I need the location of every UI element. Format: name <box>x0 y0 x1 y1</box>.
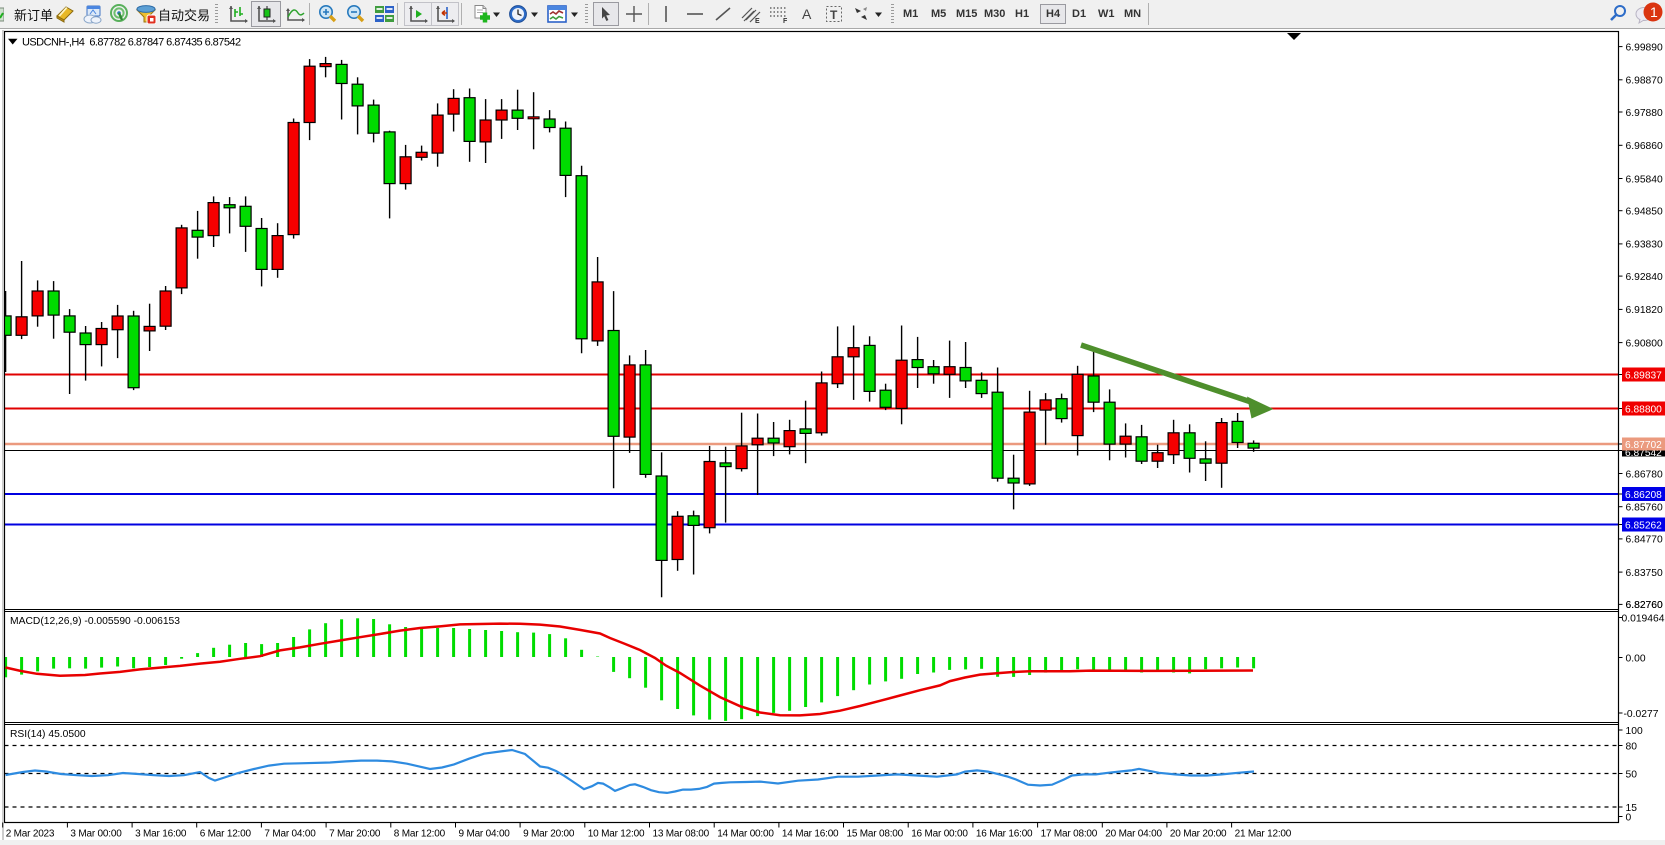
svg-text:7 Mar 20:00: 7 Mar 20:00 <box>329 829 381 840</box>
svg-text:7 Mar 04:00: 7 Mar 04:00 <box>264 829 316 840</box>
svg-text:14 Mar 16:00: 14 Mar 16:00 <box>782 829 839 840</box>
svg-text:MACD(12,26,9) -0.005590 -0.006: MACD(12,26,9) -0.005590 -0.006153 <box>10 616 180 627</box>
svg-text:6.98870: 6.98870 <box>1626 76 1663 87</box>
svg-text:T: T <box>830 8 838 22</box>
svg-text:15: 15 <box>1626 803 1638 814</box>
svg-text:E: E <box>755 18 760 24</box>
svg-text:0: 0 <box>1626 812 1632 823</box>
svg-text:6.92840: 6.92840 <box>1626 272 1663 283</box>
svg-text:21 Mar 12:00: 21 Mar 12:00 <box>1235 829 1292 840</box>
svg-text:6 Mar 12:00: 6 Mar 12:00 <box>200 829 252 840</box>
svg-text:80: 80 <box>1626 741 1638 752</box>
svg-text:A: A <box>802 6 812 22</box>
svg-text:100: 100 <box>1626 726 1643 737</box>
svg-text:14 Mar 00:00: 14 Mar 00:00 <box>717 829 774 840</box>
svg-text:6.91820: 6.91820 <box>1626 305 1663 316</box>
svg-text:6.83750: 6.83750 <box>1626 568 1663 579</box>
svg-text:6.99890: 6.99890 <box>1626 42 1663 53</box>
svg-text:16 Mar 16:00: 16 Mar 16:00 <box>976 829 1033 840</box>
svg-text:6.85262: 6.85262 <box>1625 520 1662 531</box>
svg-text:16 Mar 00:00: 16 Mar 00:00 <box>911 829 968 840</box>
svg-text:6.96860: 6.96860 <box>1626 141 1663 152</box>
svg-text:6.85760: 6.85760 <box>1626 503 1663 514</box>
svg-text:6.87702: 6.87702 <box>1625 440 1662 451</box>
svg-text:2 Mar 2023: 2 Mar 2023 <box>6 829 55 840</box>
svg-text:9 Mar 04:00: 9 Mar 04:00 <box>459 829 511 840</box>
svg-text:6.84770: 6.84770 <box>1626 535 1663 546</box>
svg-text:-0.0277: -0.0277 <box>1624 709 1659 720</box>
svg-text:6.97880: 6.97880 <box>1626 108 1663 119</box>
svg-text:6.94850: 6.94850 <box>1626 207 1663 218</box>
svg-text:RSI(14) 45.0500: RSI(14) 45.0500 <box>10 729 86 740</box>
svg-text:8 Mar 12:00: 8 Mar 12:00 <box>394 829 446 840</box>
svg-text:3 Mar 16:00: 3 Mar 16:00 <box>135 829 187 840</box>
svg-text:6.89837: 6.89837 <box>1625 370 1662 381</box>
svg-text:17 Mar 08:00: 17 Mar 08:00 <box>1041 829 1098 840</box>
svg-text:6.87542: 6.87542 <box>1625 448 1662 459</box>
svg-text:6.95840: 6.95840 <box>1626 174 1663 185</box>
svg-text:1: 1 <box>1650 4 1658 20</box>
svg-text:USDCNH-,H4 6.87782 6.87847 6.: USDCNH-,H4 6.87782 6.87847 6.87435 6.875… <box>22 37 241 49</box>
svg-text:6.90800: 6.90800 <box>1626 338 1663 349</box>
svg-text:15 Mar 08:00: 15 Mar 08:00 <box>847 829 904 840</box>
svg-text:6.82760: 6.82760 <box>1626 600 1663 611</box>
svg-text:10 Mar 12:00: 10 Mar 12:00 <box>588 829 645 840</box>
svg-text:20 Mar 20:00: 20 Mar 20:00 <box>1170 829 1227 840</box>
svg-text:6.93830: 6.93830 <box>1626 240 1663 251</box>
svg-text:9 Mar 20:00: 9 Mar 20:00 <box>523 829 575 840</box>
svg-text:F: F <box>783 18 788 24</box>
svg-text:6.86780: 6.86780 <box>1626 469 1663 480</box>
svg-text:6.82760: 6.82760 <box>1626 600 1663 611</box>
svg-text:3 Mar 00:00: 3 Mar 00:00 <box>70 829 122 840</box>
svg-text:0.019464: 0.019464 <box>1622 613 1665 624</box>
svg-text:6.88800: 6.88800 <box>1625 404 1662 415</box>
svg-text:50: 50 <box>1626 769 1638 780</box>
svg-text:13 Mar 08:00: 13 Mar 08:00 <box>653 829 710 840</box>
svg-text:6.86208: 6.86208 <box>1625 490 1662 501</box>
svg-text:0.00: 0.00 <box>1626 653 1646 664</box>
svg-text:20 Mar 04:00: 20 Mar 04:00 <box>1105 829 1162 840</box>
